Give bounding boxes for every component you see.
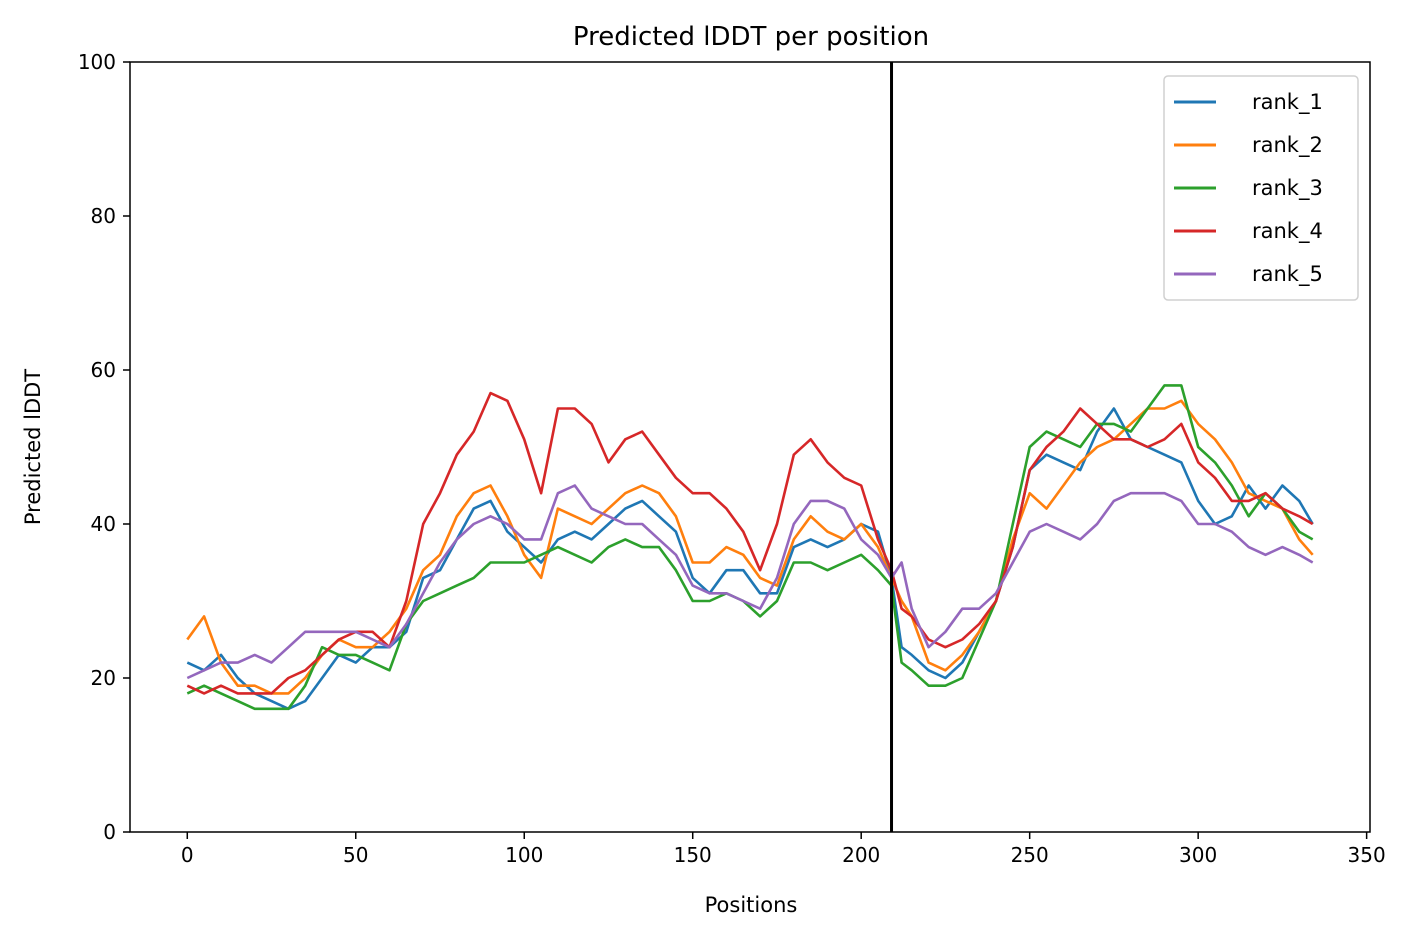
plot-frame (129, 61, 1371, 833)
x-tick-label: 0 (181, 843, 194, 867)
x-axis-label: Positions (705, 893, 798, 917)
legend-label-rank-1: rank_1 (1252, 90, 1323, 115)
y-tick-label: 60 (91, 358, 116, 382)
y-tick-label: 100 (78, 50, 116, 74)
legend-label-rank-5: rank_5 (1252, 262, 1323, 287)
chart-title: Predicted lDDT per position (573, 22, 929, 52)
plot-area (129, 61, 1371, 833)
x-tick-label: 100 (505, 843, 543, 867)
y-axis: 0 20 40 60 80 100 (78, 50, 130, 844)
legend-box (1163, 75, 1359, 301)
legend: rank_1 rank_2 rank_3 rank_4 rank_5 (1163, 75, 1359, 301)
legend-label-rank-3: rank_3 (1252, 176, 1323, 201)
y-axis-label: Predicted lDDT (21, 369, 45, 525)
legend-label-rank-4: rank_4 (1252, 219, 1323, 244)
x-axis: 0 50 100 150 200 250 300 350 (181, 832, 1386, 867)
x-tick-label: 300 (1179, 843, 1217, 867)
series-line-rank-3 (186, 384, 1314, 711)
x-tick-label: 250 (1011, 843, 1049, 867)
x-tick-label: 200 (842, 843, 880, 867)
y-tick-label: 20 (91, 666, 116, 690)
x-tick-label: 350 (1348, 843, 1386, 867)
series-layer (186, 384, 1314, 711)
legend-label-rank-2: rank_2 (1252, 133, 1323, 158)
y-tick-label: 0 (103, 820, 116, 844)
series-line-rank-4 (186, 391, 1314, 695)
y-tick-label: 80 (91, 204, 116, 228)
y-tick-label: 40 (91, 512, 116, 536)
x-tick-label: 150 (674, 843, 712, 867)
x-tick-label: 50 (343, 843, 368, 867)
series-line-rank-5 (186, 484, 1314, 680)
